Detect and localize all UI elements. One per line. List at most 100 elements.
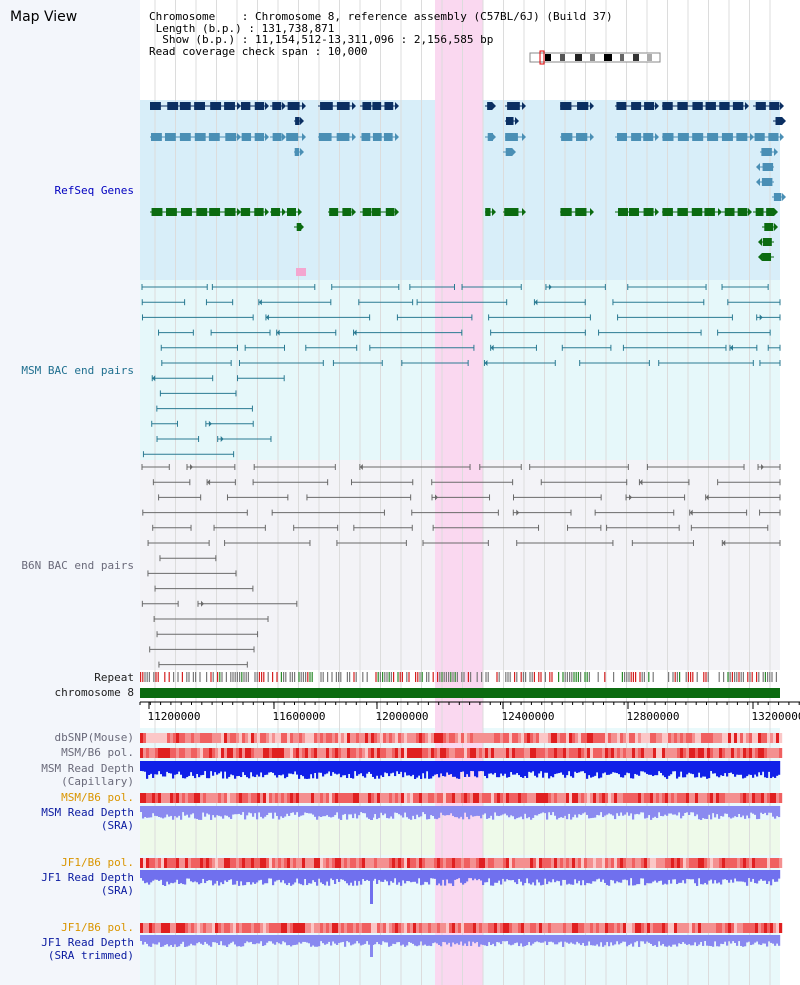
track-label-msm-depth-cap[interactable]: MSM Read Depth (Capillary) [41, 762, 134, 788]
heat-cell [635, 793, 639, 803]
strand-arrow [756, 163, 760, 171]
depth-bar [776, 935, 779, 944]
track-label-jf1-b6-pol-2[interactable]: JF1/B6 pol. [61, 921, 134, 934]
heat-cell [587, 748, 591, 758]
heat-cell [158, 858, 162, 868]
repeat-mark [276, 672, 278, 682]
depth-bar [572, 870, 575, 885]
depth-bar [506, 870, 509, 880]
strand-arrow [265, 133, 269, 141]
track-label-refseq[interactable]: RefSeq Genes [54, 184, 134, 197]
depth-bar [648, 870, 651, 884]
depth-bar [530, 870, 533, 885]
depth-bar [286, 870, 289, 886]
depth-bar [232, 870, 235, 885]
heat-cell [719, 748, 723, 758]
depth-bar [512, 870, 515, 881]
strand-arrow [395, 208, 399, 216]
depth-bar [762, 806, 765, 815]
ideogram-band [604, 54, 612, 61]
heat-cell [311, 733, 315, 743]
depth-bar [488, 935, 491, 943]
depth-bar [264, 935, 267, 946]
depth-bar [608, 870, 611, 886]
depth-bar [302, 761, 305, 777]
depth-bar [616, 761, 619, 774]
depth-bar [538, 761, 541, 774]
gene-exon [616, 102, 627, 110]
track-label-jf1-b6-pol-1[interactable]: JF1/B6 pol. [61, 856, 134, 869]
heat-cell [350, 793, 354, 803]
heat-cell [671, 748, 675, 758]
heat-cell [389, 858, 393, 868]
depth-bar [604, 935, 607, 946]
depth-bar [496, 870, 499, 883]
strand-arrow [298, 208, 302, 216]
heat-cell [530, 858, 534, 868]
depth-bar [394, 761, 397, 777]
heat-cell [497, 858, 501, 868]
track-label-jf1-depth-trim[interactable]: JF1 Read Depth (SRA trimmed) [41, 936, 134, 962]
depth-bar [200, 870, 203, 884]
depth-bar [374, 761, 377, 779]
depth-bar [492, 761, 495, 775]
heat-cell [506, 748, 510, 758]
heat-cell [680, 923, 684, 933]
heat-cell [641, 733, 645, 743]
repeat-mark [580, 672, 582, 682]
track-label-msm-b6-pol-1[interactable]: MSM/B6 pol. [61, 746, 134, 759]
track-label-msm-bac[interactable]: MSM BAC end pairs [21, 364, 134, 377]
track-label-jf1-depth-sra[interactable]: JF1 Read Depth (SRA) [41, 871, 134, 897]
heat-cell [686, 923, 690, 933]
depth-bar [576, 761, 579, 773]
depth-bar [546, 870, 549, 885]
heat-cell [662, 923, 666, 933]
track-label-msm-depth-sra[interactable]: MSM Read Depth (SRA) [41, 806, 134, 832]
depth-bar [200, 761, 203, 776]
heat-cell [599, 748, 603, 758]
depth-bar [474, 806, 477, 817]
heat-cell [308, 793, 312, 803]
depth-bar [624, 935, 627, 942]
track-label-repeat[interactable]: Repeat [94, 671, 134, 684]
depth-bar [248, 935, 251, 943]
heat-cell [173, 793, 177, 803]
depth-bar [160, 870, 163, 880]
track-label-dbsnp[interactable]: dbSNP(Mouse) [54, 731, 134, 744]
depth-bar [764, 761, 767, 778]
heat-cell [398, 733, 402, 743]
depth-bar [232, 761, 235, 776]
depth-bar [688, 806, 691, 816]
gene-exon [643, 133, 654, 141]
depth-bar [694, 935, 697, 943]
strand-arrow [207, 479, 211, 486]
heat-cell [305, 858, 309, 868]
heat-cell [383, 733, 387, 743]
heat-cell [245, 923, 249, 933]
depth-bar [540, 870, 543, 886]
heat-cell [194, 858, 198, 868]
repeat-mark [309, 672, 311, 682]
heat-cell [512, 923, 516, 933]
depth-bar [424, 935, 427, 945]
depth-bar [354, 935, 357, 944]
heat-cell [338, 793, 342, 803]
repeat-mark [738, 672, 740, 682]
heat-cell [263, 748, 267, 758]
heat-cell [290, 858, 294, 868]
depth-bar [668, 870, 671, 880]
heat-cell [695, 858, 699, 868]
depth-bar [574, 806, 577, 815]
depth-bar [466, 761, 469, 775]
track-label-msm-b6-pol-2[interactable]: MSM/B6 pol. [61, 791, 134, 804]
depth-bar [686, 806, 689, 813]
refseq-genes [150, 102, 786, 276]
repeat-mark [399, 672, 401, 682]
depth-bar [346, 761, 349, 779]
heat-cell [365, 793, 369, 803]
track-label-b6n-bac[interactable]: B6N BAC end pairs [21, 559, 134, 572]
heat-cell [632, 793, 636, 803]
heat-cell [440, 748, 444, 758]
depth-bar [398, 870, 401, 883]
